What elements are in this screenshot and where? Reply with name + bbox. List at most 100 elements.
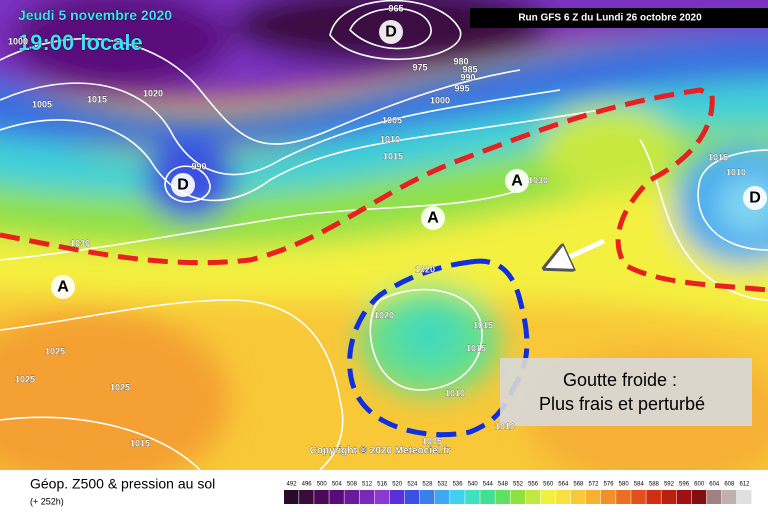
annotation-line: Goutte froide :	[563, 370, 677, 390]
system-marker	[379, 20, 403, 44]
scale-label: 492	[287, 482, 298, 488]
scale-swatch	[646, 490, 661, 504]
isobar-label: 1025	[15, 374, 35, 384]
isobar-label: 980	[453, 56, 468, 66]
isobar-label: 1010	[726, 167, 746, 177]
scale-swatch	[510, 490, 526, 504]
scale-label: 500	[317, 482, 328, 488]
scale-label: 596	[679, 482, 690, 488]
annotation-line: Plus frais et perturbé	[539, 394, 705, 414]
isobar-label: 1025	[110, 382, 130, 392]
scale-swatch	[314, 490, 329, 504]
scale-label: 544	[483, 482, 494, 488]
scale-label: 564	[558, 482, 569, 488]
scale-label: 568	[573, 482, 584, 488]
scale-swatch	[359, 490, 375, 504]
isobar-label: 1015	[87, 94, 107, 104]
isobar-label: 975	[412, 62, 427, 72]
scale-label: 552	[513, 482, 524, 488]
isobar-label: 965	[388, 3, 403, 13]
isobar-label: 1015	[383, 151, 403, 161]
scale-swatch	[374, 490, 390, 504]
isobar-label: 1015	[708, 152, 728, 162]
flow-arrow	[556, 238, 606, 263]
scale-swatch	[389, 490, 405, 504]
system-marker	[743, 186, 767, 210]
isobar-label: 1015	[473, 320, 493, 330]
cutoff-low-outline	[347, 258, 530, 438]
scale-label: 532	[438, 482, 449, 488]
isobar-label: 1030	[70, 238, 90, 248]
isobar-label: 1020	[143, 88, 163, 98]
scale-swatch	[540, 490, 556, 504]
scale-swatch	[570, 490, 586, 504]
scale-swatch	[661, 490, 677, 504]
forecast-time: 19:00 locale	[18, 30, 143, 55]
scale-label: 540	[468, 482, 479, 488]
scale-swatch	[344, 490, 359, 504]
scale-label: 572	[588, 482, 599, 488]
isobar-label: 1010	[495, 421, 515, 431]
scale-label: 524	[407, 482, 418, 488]
isobars	[0, 0, 768, 470]
scale-label: 520	[392, 482, 403, 488]
scale-swatch	[525, 490, 541, 504]
system-label: A	[427, 210, 439, 227]
run-info: Run GFS 6 Z du Lundi 26 octobre 2020	[518, 13, 702, 24]
scale-label: 588	[649, 482, 660, 488]
copyright: Copyright © 2020 Meteociel.fr	[310, 446, 451, 457]
scale-label: 560	[543, 482, 554, 488]
scale-label: 600	[694, 482, 705, 488]
scale-swatch	[480, 490, 495, 504]
isobar-label: 1030	[528, 175, 548, 185]
isobar-label: 1015	[466, 343, 486, 353]
isobar-label: 1005	[32, 99, 52, 109]
scale-swatch	[465, 490, 480, 504]
isobar-label: 990	[191, 161, 206, 171]
isobar-label: 1000	[8, 36, 28, 46]
scale-swatch	[284, 490, 299, 504]
system-marker	[51, 275, 75, 299]
scale-swatch	[691, 490, 707, 504]
isobar-label: 1005	[422, 436, 442, 446]
scale-label: 584	[634, 482, 645, 488]
color-scale: 492 496 500 504 508 512 516 520 524 528 532 536 540 5…	[284, 482, 752, 504]
scale-swatch	[299, 490, 314, 504]
isobar-label: 1000	[430, 95, 450, 105]
isobar-label: 1025	[45, 346, 65, 356]
isobar-label: 1010	[380, 134, 400, 144]
isobar-label: 985	[462, 64, 477, 74]
isobar-label: 1015	[130, 438, 150, 448]
footer-title: Géop. Z500 & pression au sol	[30, 476, 215, 492]
scale-label: 516	[377, 482, 388, 488]
system-label: D	[385, 24, 397, 41]
system-label: A	[511, 173, 523, 190]
pressure-systems: D D D A A A	[51, 20, 767, 299]
scale-swatch	[706, 490, 722, 504]
system-label: D	[177, 177, 189, 194]
scale-swatch	[555, 490, 571, 504]
scale-label: 608	[724, 482, 735, 488]
system-marker	[171, 173, 195, 197]
scale-swatch	[631, 490, 646, 504]
scale-swatch	[736, 490, 752, 504]
system-label: A	[57, 279, 69, 296]
scale-label: 512	[362, 482, 373, 488]
scale-label: 612	[739, 482, 750, 488]
scale-label: 556	[528, 482, 539, 488]
system-marker	[505, 169, 529, 193]
isobar-label: 990	[460, 72, 475, 82]
scale-swatch	[404, 490, 420, 504]
scale-swatch	[616, 490, 631, 504]
annotation-box	[500, 358, 752, 426]
isobar-label: 1005	[382, 115, 402, 125]
system-marker	[421, 206, 445, 230]
forecast-date: Jeudi 5 novembre 2020	[18, 7, 172, 23]
isobar-label: 1010	[445, 388, 465, 398]
scale-label: 496	[302, 482, 313, 488]
scale-label: 604	[709, 482, 720, 488]
scale-label: 504	[332, 482, 343, 488]
pressure-labels: 9659759809859909951000100510101015102010…	[8, 3, 746, 448]
isobar-label: 1020	[415, 264, 435, 274]
